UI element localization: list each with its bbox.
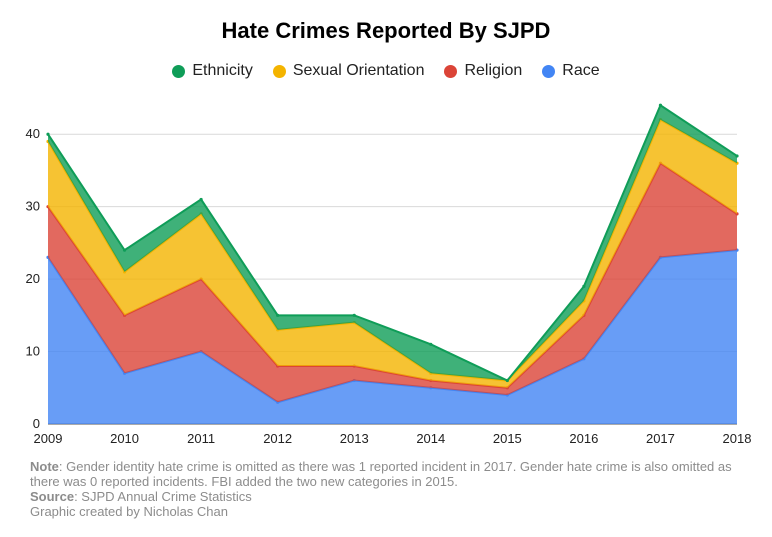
note-text: : Gender identity hate crime is omitted … [30, 459, 732, 489]
y-tick-label: 40 [26, 126, 40, 141]
source-text: : SJPD Annual Crime Statistics [74, 489, 252, 504]
footer-credit: Graphic created by Nicholas Chan [30, 504, 228, 519]
note-label: Note [30, 459, 59, 474]
x-tick-label: 2009 [34, 431, 63, 446]
point-ethnicity [582, 284, 586, 288]
legend-label-sexual-orientation: Sexual Orientation [292, 62, 425, 79]
x-tick-label: 2017 [646, 431, 675, 446]
y-tick-label: 0 [33, 416, 40, 431]
chart-title: Hate Crimes Reported By SJPD [221, 18, 551, 43]
y-tick-label: 20 [26, 271, 40, 286]
chart-legend: Ethnicity Sexual Orientation Religion Race [0, 62, 772, 80]
x-tick-label: 2016 [569, 431, 598, 446]
legend-swatch-sexual-orientation [272, 64, 286, 78]
y-tick-label: 10 [26, 344, 40, 359]
source-label: Source [30, 489, 75, 504]
area-race [48, 250, 737, 424]
point-ethnicity [276, 313, 280, 317]
point-ethnicity [199, 197, 203, 202]
point-ethnicity [505, 378, 509, 383]
legend-item-sexual-orientation: Sexual Orientation [272, 62, 425, 80]
legend-label-ethnicity: Ethnicity [192, 62, 253, 79]
y-axis-ticks: 0 10 20 30 40 [26, 126, 40, 431]
legend-swatch-ethnicity [172, 64, 186, 78]
legend-swatch-race [542, 64, 556, 78]
x-tick-label: 2015 [493, 431, 522, 446]
x-tick-label: 2018 [723, 431, 752, 446]
area-series [46, 103, 739, 424]
legend-label-religion: Religion [464, 62, 523, 79]
point-ethnicity [658, 103, 663, 107]
area-ethnicity [48, 105, 737, 381]
chart-footer: Note: Gender identity hate crime is omit… [30, 459, 760, 519]
x-tick-label: 2010 [110, 431, 139, 446]
point-ethnicity [352, 313, 356, 317]
line-ethnicity [47, 103, 738, 382]
point-ethnicity [429, 342, 433, 346]
y-tick-label: 30 [26, 199, 40, 214]
legend-label-race: Race [562, 62, 600, 79]
area-religion [48, 163, 737, 403]
point-ethnicity [46, 132, 50, 136]
legend-item-religion: Religion [444, 62, 522, 80]
x-tick-label: 2012 [263, 431, 292, 446]
footer-note: Note: Gender identity hate crime is omit… [30, 459, 760, 489]
x-axis-ticks: 2009 2010 2011 2012 2013 2014 2015 2016 2017 2018 [34, 431, 752, 446]
legend-swatch-religion [444, 64, 458, 78]
point-ethnicity [735, 154, 739, 158]
footer-source: Source: SJPD Annual Crime Statistics [30, 489, 760, 504]
x-tick-label: 2013 [340, 431, 369, 446]
point-ethnicity [122, 248, 127, 252]
x-tick-label: 2014 [416, 431, 445, 446]
legend-item-ethnicity: Ethnicity [172, 62, 253, 80]
legend-item-race: Race [542, 62, 600, 80]
x-tick-label: 2011 [187, 431, 215, 446]
